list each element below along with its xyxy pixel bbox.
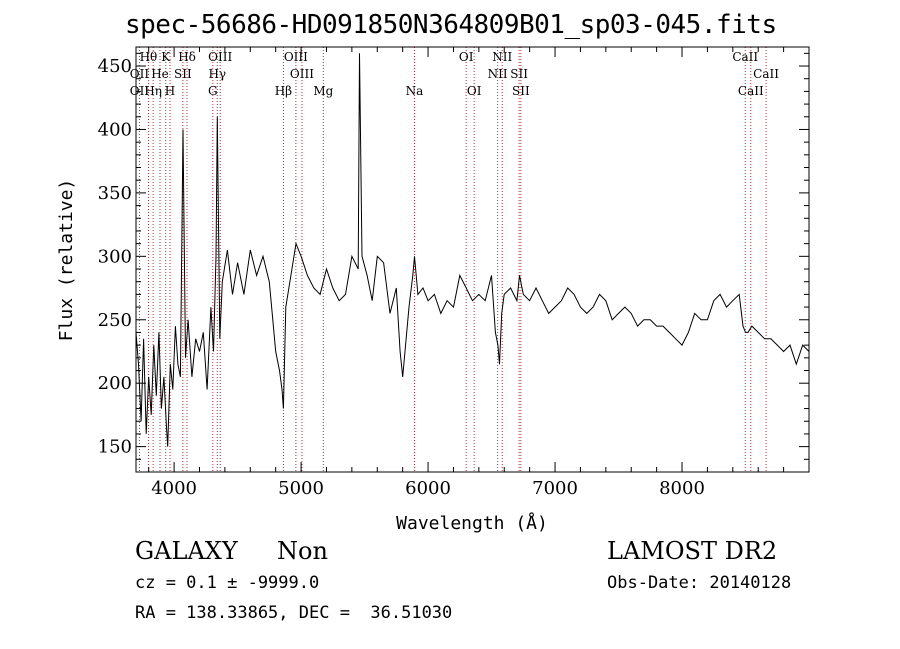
line-label: H	[165, 84, 175, 98]
line-label: K	[161, 50, 171, 64]
line-label: SII	[174, 67, 192, 81]
line-label: Hδ	[178, 50, 196, 64]
line-label: NII	[488, 67, 508, 81]
line-label: Hβ	[275, 84, 292, 98]
obs-date-readout: Obs-Date: 20140128	[607, 573, 792, 593]
line-label: Mg	[313, 84, 333, 98]
line-label: Hη	[144, 84, 162, 98]
line-label: OII	[130, 84, 150, 98]
y-tick-label: 350	[98, 183, 132, 204]
line-label: OIII	[290, 67, 314, 81]
x-tick-label: 6000	[405, 478, 451, 499]
line-label: OI	[459, 50, 474, 64]
y-tick-label: 450	[98, 56, 132, 77]
coordinates-readout: RA = 138.33865, DEC = 36.51030	[135, 603, 453, 623]
x-axis-label: Wavelength (Å)	[396, 512, 548, 534]
redshift-readout: cz = 0.1 ± -9999.0	[135, 573, 320, 593]
line-label: OII	[130, 67, 150, 81]
line-label: CaII	[738, 84, 764, 98]
line-marker-layer	[138, 47, 767, 472]
spectrum-line-0	[135, 53, 810, 447]
line-label: CaII	[732, 50, 758, 64]
line-label: SII	[512, 84, 530, 98]
y-tick-label: 200	[98, 373, 132, 394]
y-tick-label: 300	[98, 246, 132, 267]
y-tick-label: 400	[98, 119, 132, 140]
y-axis: 150 200 250 300 350 400 450	[98, 52, 809, 460]
y-tick-label: 150	[98, 437, 132, 458]
plot-frame	[135, 46, 810, 473]
x-tick-label: 7000	[532, 478, 578, 499]
y-tick-label: 250	[98, 310, 132, 331]
object-subclass: Non	[277, 537, 328, 565]
line-label: SII	[510, 67, 528, 81]
line-label: OIII	[208, 50, 232, 64]
line-label: Hθ	[140, 50, 158, 64]
spectrum-layer	[135, 53, 810, 447]
chart-title: spec-56686-HD091850N364809B01_sp03-045.f…	[125, 10, 777, 40]
y-axis-label: Flux (relative)	[56, 179, 77, 342]
line-label: He	[151, 67, 169, 81]
line-label: Na	[406, 84, 424, 98]
x-axis: 4000 5000 6000 7000 8000	[148, 47, 785, 499]
line-label: G	[208, 84, 218, 98]
survey-name: LAMOST DR2	[607, 537, 778, 565]
line-label: Hγ	[208, 67, 226, 81]
x-tick-label: 8000	[659, 478, 705, 499]
x-tick-label: 5000	[278, 478, 324, 499]
x-tick-label: 4000	[151, 478, 197, 499]
line-label: OI	[467, 84, 482, 98]
line-label: OIII	[284, 50, 308, 64]
line-label: NII	[492, 50, 512, 64]
object-class: GALAXY	[135, 537, 238, 565]
line-label: CaII	[753, 67, 779, 81]
